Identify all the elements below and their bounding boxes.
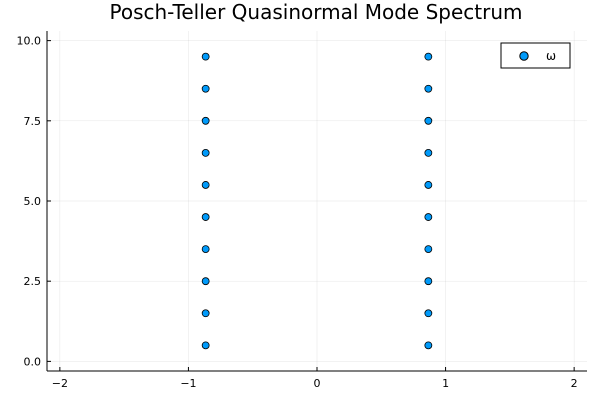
legend-marker bbox=[519, 51, 529, 61]
y-tick-label: 10.0 bbox=[17, 35, 42, 48]
y-tick-label: 7.5 bbox=[24, 115, 42, 128]
x-tick-label: 1 bbox=[442, 377, 449, 390]
y-tick-label: 5.0 bbox=[24, 195, 42, 208]
chart-title: Posch-Teller Quasinormal Mode Spectrum bbox=[109, 0, 522, 24]
data-point bbox=[201, 213, 210, 221]
y-tick-label: 0.0 bbox=[24, 355, 42, 368]
data-point bbox=[201, 181, 210, 189]
legend: ω bbox=[500, 42, 571, 69]
data-point bbox=[201, 116, 210, 125]
data-point bbox=[424, 277, 433, 286]
x-tick-label: −1 bbox=[180, 377, 196, 390]
data-point bbox=[201, 341, 210, 350]
x-tick-label: −2 bbox=[52, 377, 68, 390]
legend-box bbox=[500, 42, 571, 69]
data-point bbox=[201, 84, 210, 93]
tick-labels: −2 −1 0 1 2 0.0 2.5 5.0 7.5 10.0 bbox=[17, 35, 578, 390]
data-point bbox=[424, 341, 433, 350]
y-tick-label: 2.5 bbox=[24, 275, 42, 288]
data-point bbox=[424, 84, 433, 93]
data-point bbox=[424, 213, 433, 221]
data-point bbox=[424, 181, 433, 189]
data-point bbox=[424, 116, 433, 125]
data-point bbox=[424, 52, 433, 61]
data-points bbox=[201, 52, 433, 350]
data-point bbox=[201, 52, 210, 61]
grid bbox=[47, 31, 587, 371]
axes bbox=[46, 31, 587, 372]
data-point bbox=[201, 309, 210, 318]
legend-label: ω bbox=[546, 49, 556, 63]
data-point bbox=[201, 245, 210, 254]
data-point bbox=[424, 245, 433, 254]
x-tick-label: 0 bbox=[314, 377, 321, 390]
data-point bbox=[424, 148, 433, 157]
data-point bbox=[201, 148, 210, 157]
data-point bbox=[424, 309, 433, 318]
data-point bbox=[201, 277, 210, 286]
x-tick-label: 2 bbox=[571, 377, 578, 390]
